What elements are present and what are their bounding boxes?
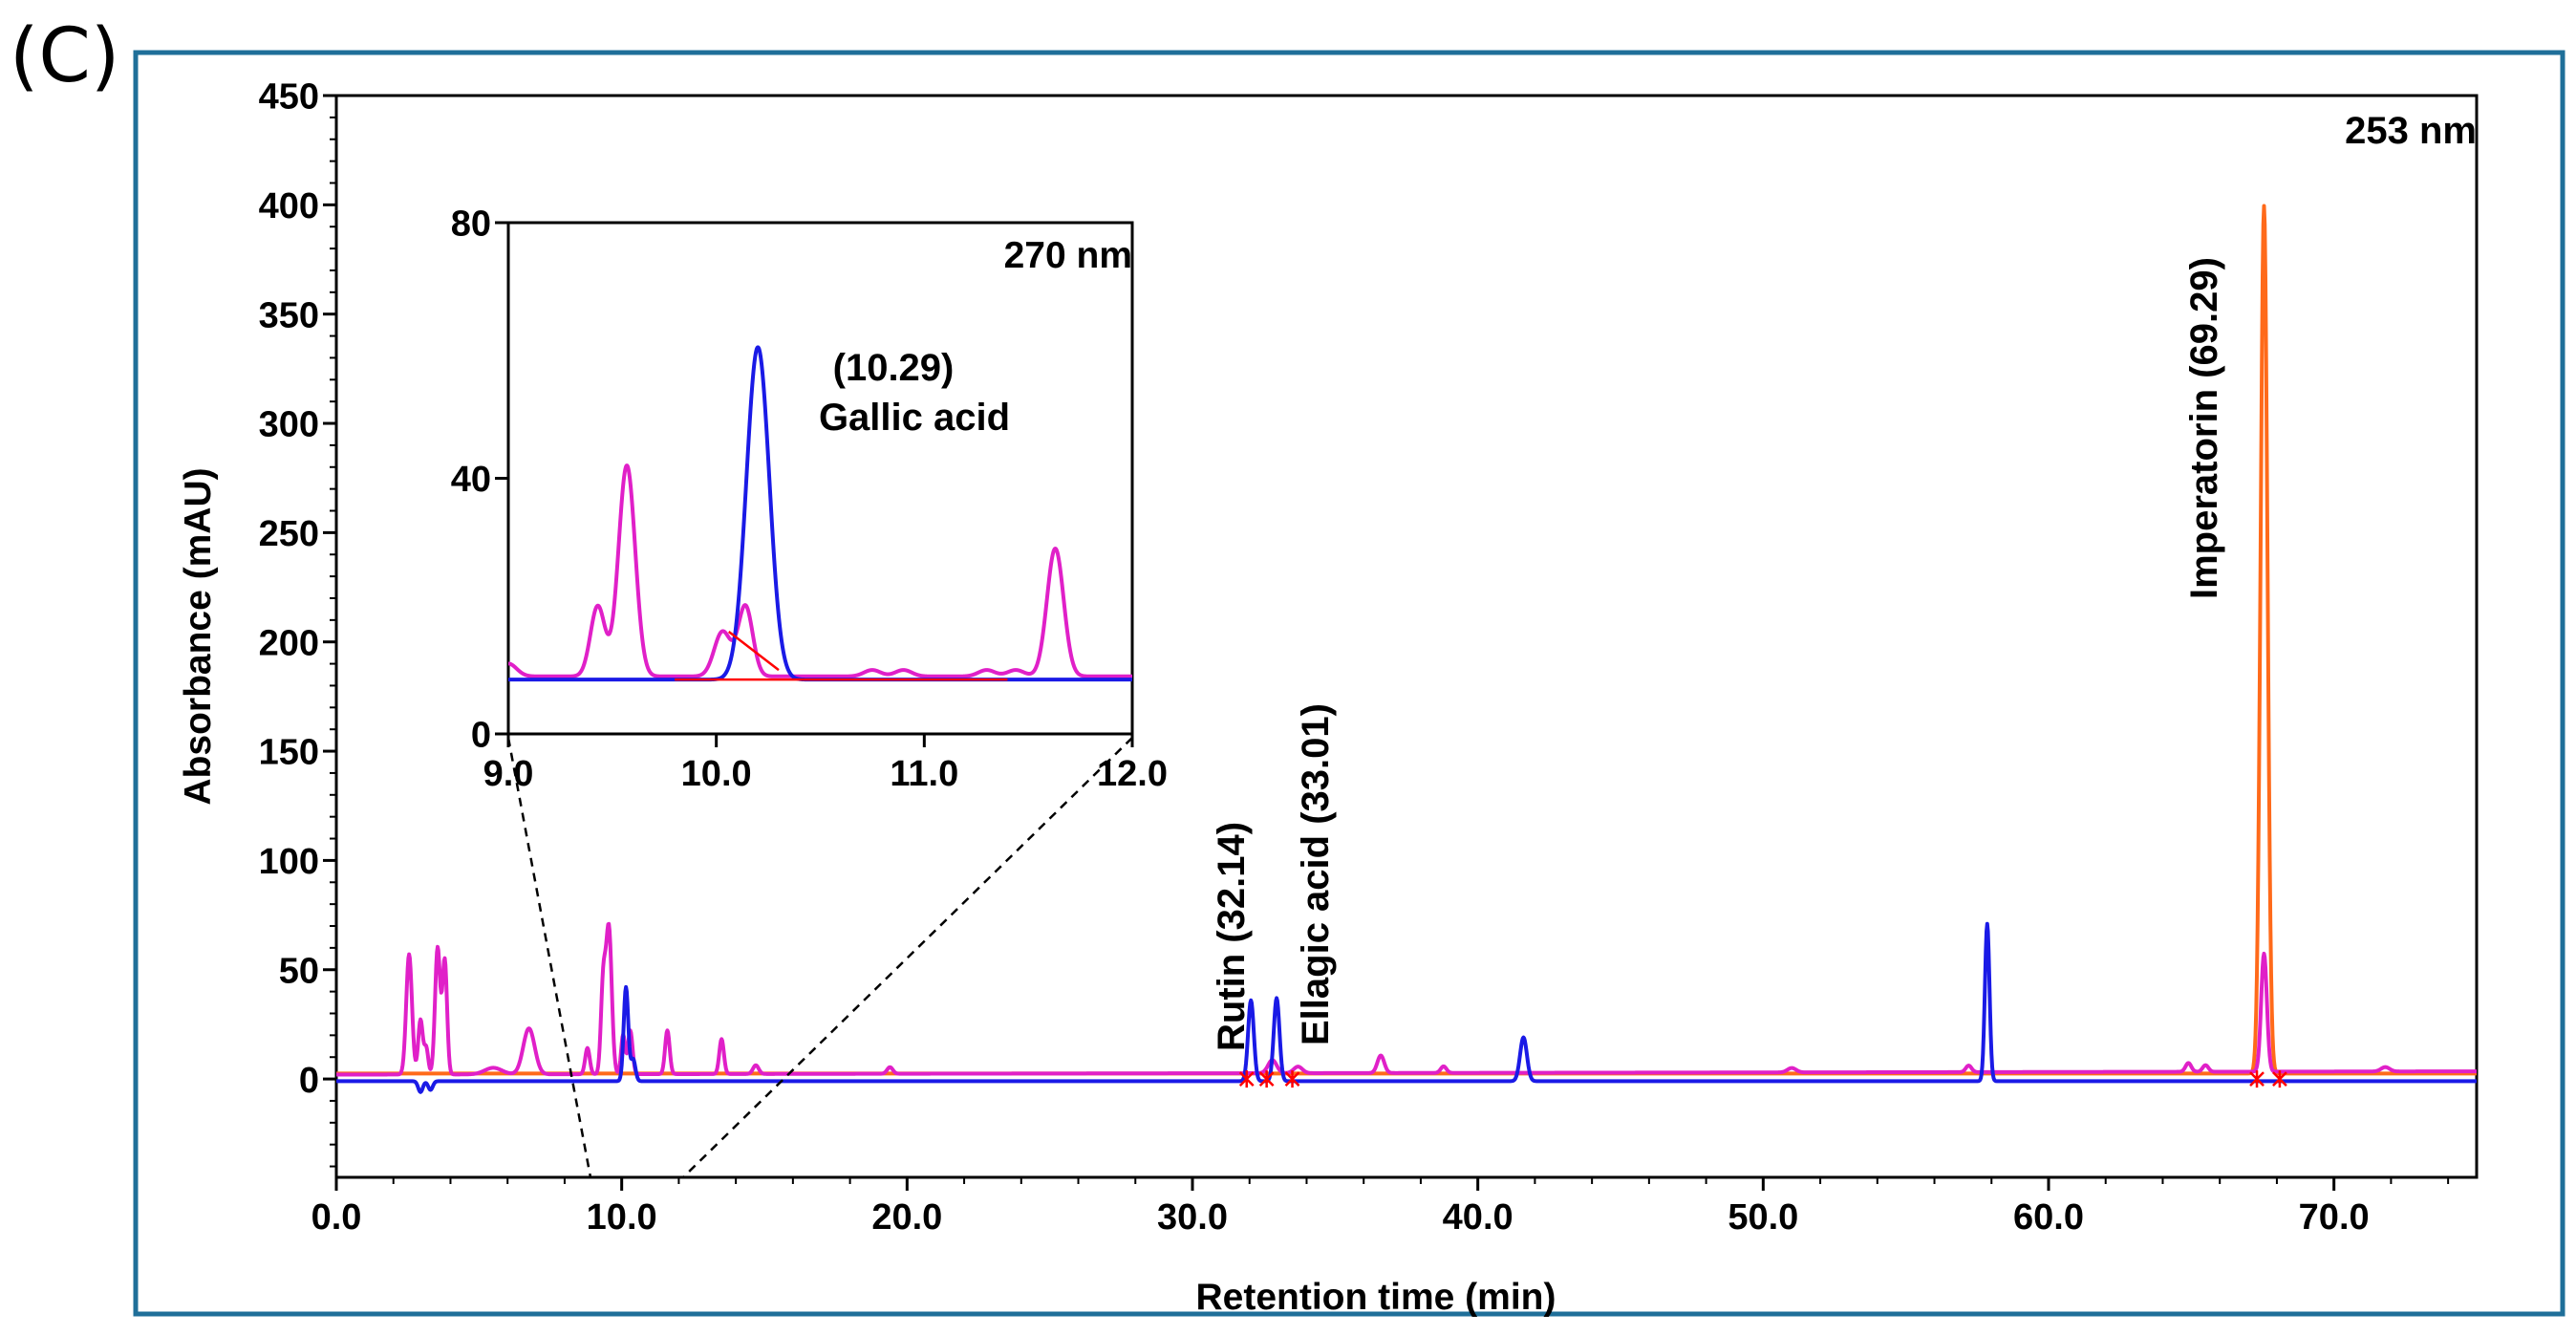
peak-integration-mark bbox=[1238, 1070, 1255, 1088]
gallic-acid-rt-annotation: (10.29) bbox=[833, 347, 955, 389]
main-series-group bbox=[334, 204, 2479, 1094]
peak-integration-mark bbox=[1258, 1070, 1275, 1088]
series-line-blue bbox=[334, 921, 2479, 1094]
main-y-axis: 0 50 100 150 200 250 300 350 400 450 bbox=[259, 77, 336, 1168]
y-tick-label: 0 bbox=[471, 716, 491, 756]
y-tick-label: 200 bbox=[259, 623, 319, 663]
x-tick-label: 10.0 bbox=[587, 1197, 657, 1238]
main-x-axis: 0.0 10.0 20.0 30.0 40.0 50.0 60.0 70.0 bbox=[311, 1177, 2450, 1238]
y-axis-label: Absorbance (mAU) bbox=[178, 467, 219, 805]
figure-frame bbox=[133, 50, 2565, 1317]
ellagic-acid-annotation: Ellagic acid (33.01) bbox=[1295, 703, 1337, 1045]
peak-integration-mark bbox=[1284, 1070, 1300, 1088]
x-tick-label: 0.0 bbox=[311, 1197, 362, 1238]
panel-label: (C) bbox=[10, 13, 119, 99]
y-tick-label: 300 bbox=[259, 405, 319, 445]
series-line-magenta bbox=[506, 463, 1134, 678]
inset-chart: 0 40 80 9.0 10.0 11.0 12.0 270 nm (10.29) Gal… bbox=[451, 205, 1168, 794]
y-tick-label: 40 bbox=[451, 460, 491, 500]
y-tick-label: 50 bbox=[279, 951, 319, 991]
imperatorin-annotation: Imperatorin (69.29) bbox=[2183, 257, 2225, 599]
y-tick-label: 100 bbox=[259, 842, 319, 882]
x-tick-label: 11.0 bbox=[890, 754, 958, 794]
inset-series-group bbox=[506, 345, 1134, 682]
y-tick-label: 400 bbox=[259, 186, 319, 226]
zoom-guide-left bbox=[506, 737, 592, 1178]
x-tick-label: 9.0 bbox=[483, 754, 534, 794]
y-tick-label: 250 bbox=[259, 514, 319, 554]
peak-integration-mark bbox=[2272, 1070, 2287, 1088]
x-tick-label: 30.0 bbox=[1157, 1197, 1228, 1238]
inset-wavelength-label: 270 nm bbox=[1004, 235, 1132, 276]
inset-plot-area bbox=[506, 221, 1134, 736]
gallic-acid-annotation: Gallic acid bbox=[819, 397, 1010, 439]
integration-baseline bbox=[727, 631, 780, 672]
x-tick-label: 70.0 bbox=[2299, 1197, 2370, 1238]
zoom-guide-right bbox=[682, 737, 1133, 1178]
x-tick-label: 50.0 bbox=[1728, 1197, 1798, 1238]
y-tick-label: 450 bbox=[259, 77, 319, 118]
y-tick-label: 150 bbox=[259, 733, 319, 773]
y-tick-label: 80 bbox=[451, 205, 491, 245]
y-tick-label: 350 bbox=[259, 295, 319, 335]
inset-y-axis: 0 40 80 bbox=[451, 205, 508, 756]
x-tick-label: 12.0 bbox=[1097, 754, 1168, 794]
x-tick-label: 20.0 bbox=[871, 1197, 942, 1238]
peak-integration-mark bbox=[2249, 1070, 2265, 1088]
x-tick-label: 10.0 bbox=[681, 754, 752, 794]
y-tick-label: 0 bbox=[299, 1061, 319, 1101]
inset-x-axis: 9.0 10.0 11.0 12.0 bbox=[483, 734, 1168, 794]
x-axis-label: Retention time (min) bbox=[1196, 1277, 1556, 1318]
x-tick-label: 60.0 bbox=[2013, 1197, 2084, 1238]
rutin-annotation: Rutin (32.14) bbox=[1211, 822, 1253, 1051]
main-wavelength-label: 253 nm bbox=[2345, 110, 2477, 152]
x-tick-label: 40.0 bbox=[1443, 1197, 1513, 1238]
series-line-magenta bbox=[334, 921, 2479, 1077]
